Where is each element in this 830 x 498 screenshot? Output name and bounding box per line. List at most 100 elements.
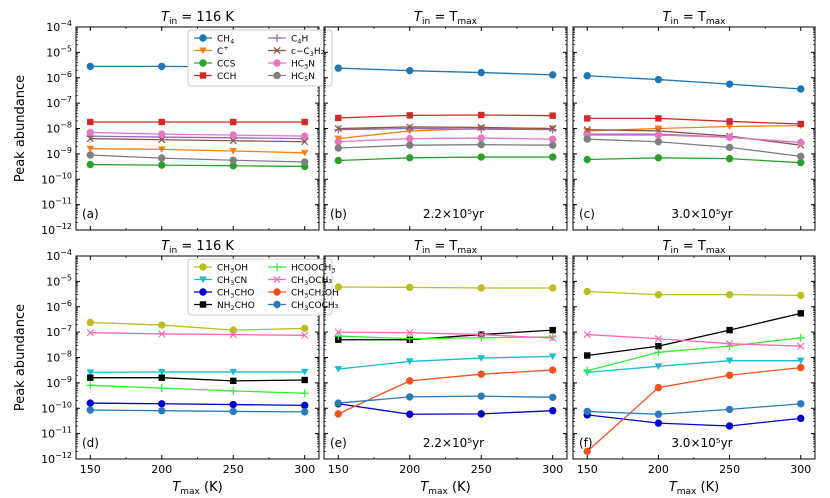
series-CH3OCH3-point (334, 328, 342, 336)
legend-marker-CCS (199, 59, 207, 67)
panel-b-plot-area (334, 64, 557, 165)
series-CH3CHO-point (229, 400, 237, 409)
series-HCOOCH3-point (86, 381, 95, 390)
legend-label-sub: 3 (304, 63, 308, 71)
y-tick-exp: −11 (55, 197, 72, 206)
series-HCOOCH3-line (338, 335, 553, 340)
y-tick-base: 10 (46, 46, 60, 59)
series-HCOOCH3-point (157, 384, 166, 393)
x-tick-label: 150 (80, 463, 101, 476)
y-tick-exp: −6 (60, 299, 72, 308)
series-CH4-point (725, 80, 734, 88)
series-CH3CHO-line (587, 414, 801, 427)
series-HC5N-point (477, 140, 485, 149)
series-CH3CH2OH-point (477, 370, 485, 378)
series-HC5N-point (301, 158, 309, 166)
series-CH3CH2OH-point (334, 410, 342, 418)
series-CH3OCH3-line (90, 332, 305, 336)
title-rest: = T (430, 239, 457, 254)
legend-label-base: NH (217, 301, 231, 311)
legend-label-base: CH (217, 289, 230, 299)
legend-label-CH3CN: CH3CN (217, 276, 247, 287)
legend-marker-C+ (199, 47, 207, 55)
series-HC3N-point (406, 134, 414, 143)
legend-label-sub: 3 (230, 267, 234, 275)
x-axis-var: T (669, 480, 678, 495)
title-sub: in (671, 17, 679, 27)
x-tick-label: 250 (223, 463, 244, 476)
panel-e-title: Tin = Tmax (414, 239, 478, 256)
panel-f-title: Tin = Tmax (663, 239, 727, 256)
series-HC5N-point (406, 141, 414, 149)
legend-marker-HCOOCH3 (273, 263, 281, 271)
series-CCH-point (584, 115, 591, 122)
series-HCOOCH3-point (300, 389, 309, 398)
panel-f-plot-area (583, 287, 805, 456)
legend-label-sub: 3 (331, 267, 335, 275)
series-HC5N-point (229, 156, 237, 164)
legend-label-base: CH (217, 276, 230, 286)
series-CH3OCH3-point (654, 335, 663, 343)
title-sub2: max (457, 246, 477, 256)
panel-a-label: (a) (82, 207, 99, 221)
legend-label-CCS: CCS (217, 60, 236, 70)
series-c-C3H2-point (406, 123, 414, 131)
y-tick-base: 10 (46, 72, 60, 85)
panel-d: Tin = 116 K10−1210−1110−1010−910−810−710… (41, 239, 339, 497)
title-var: T (414, 10, 423, 25)
legend-label-NH2CHO: NH2CHO (217, 301, 255, 312)
y-tick-label: 10−8 (46, 121, 72, 136)
series-HC3N-point (549, 135, 557, 143)
legend-label-base: CCH (217, 72, 236, 82)
series-c-C3H2-point (301, 138, 309, 146)
series-HC5N-point (549, 141, 557, 149)
series-CCH-point (478, 111, 485, 119)
series-HC3N-point (86, 128, 94, 137)
series-CH3OCH3-point (797, 342, 805, 350)
series-CH3COCH3-point (406, 393, 414, 401)
series-c-C3H2-point (229, 137, 237, 145)
series-CH3CHO-point (301, 401, 309, 410)
y-tick-label: 10−9 (46, 146, 72, 161)
series-CH3CHO-point (654, 419, 663, 427)
legend-label-tail: N (308, 60, 315, 70)
x-axis-label: Tmax (K) (669, 480, 719, 497)
legend-label-base: CH (291, 289, 304, 299)
series-HC3N-point (725, 133, 734, 141)
y-tick-exp: −8 (60, 121, 72, 130)
series-C4H-line (90, 135, 305, 140)
legend-marker-c-C3H2 (273, 46, 281, 55)
legend-label-HCOOCH3: HCOOCH3 (291, 264, 335, 275)
series-CH3COCH3-line (587, 403, 801, 415)
legend-label-C4H: C4H (291, 35, 308, 46)
series-CH3OCH3-point (158, 330, 166, 338)
legend-label-base: C (217, 47, 223, 57)
legend-label-base: CH (291, 276, 304, 286)
legend-label-CH3OCH3: CH3OCH₃ (291, 276, 332, 287)
panel-e-plot-area (334, 283, 557, 418)
legend-label-tail: N (308, 72, 315, 82)
legend-label-sub: 4 (230, 38, 234, 46)
series-c-C3H2-point (583, 126, 591, 134)
series-CH3CHO-point (158, 400, 166, 408)
legend-marker-HC5N (273, 71, 281, 80)
legend-label-CH3OH: CH3OH (217, 264, 248, 275)
y-tick-base: 10 (46, 123, 60, 136)
series-NH2CHO-line (90, 377, 305, 382)
series-HCOOCH3-point (654, 348, 663, 357)
series-CH3CN-line (587, 360, 801, 373)
title-sub: in (422, 17, 430, 27)
series-C+-line (90, 148, 305, 154)
series-CH3CH2OH-point (549, 366, 557, 374)
title-sub: in (169, 17, 177, 27)
panel-e-label: (e) (330, 436, 347, 450)
series-c-C3H2-line (90, 137, 305, 143)
panel-d-label: (d) (82, 436, 99, 450)
series-CCH-point (230, 118, 237, 126)
panel-d-title: Tin = 116 K (161, 239, 234, 256)
series-CCH-line (587, 117, 801, 125)
legend-marker-CH3OCH3 (273, 275, 281, 284)
series-CH4-line (587, 75, 801, 90)
